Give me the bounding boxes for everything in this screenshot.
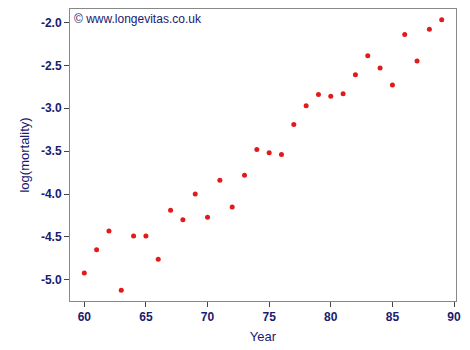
svg-text:75: 75 [262, 310, 276, 324]
svg-text:-4.5: -4.5 [41, 230, 62, 244]
svg-text:-2.5: -2.5 [41, 59, 62, 73]
svg-text:85: 85 [386, 310, 400, 324]
svg-text:70: 70 [201, 310, 215, 324]
svg-text:-5.0: -5.0 [41, 273, 62, 287]
svg-text:log(mortality): log(mortality) [17, 117, 32, 192]
svg-text:-3.0: -3.0 [41, 101, 62, 115]
svg-text:60: 60 [78, 310, 92, 324]
svg-text:-3.5: -3.5 [41, 144, 62, 158]
svg-text:90: 90 [447, 310, 461, 324]
svg-text:Year: Year [250, 329, 277, 344]
svg-text:-4.0: -4.0 [41, 187, 62, 201]
svg-text:80: 80 [324, 310, 338, 324]
svg-text:65: 65 [139, 310, 153, 324]
svg-text:© www.longevitas.co.uk: © www.longevitas.co.uk [74, 12, 202, 26]
svg-text:-2.0: -2.0 [41, 16, 62, 30]
